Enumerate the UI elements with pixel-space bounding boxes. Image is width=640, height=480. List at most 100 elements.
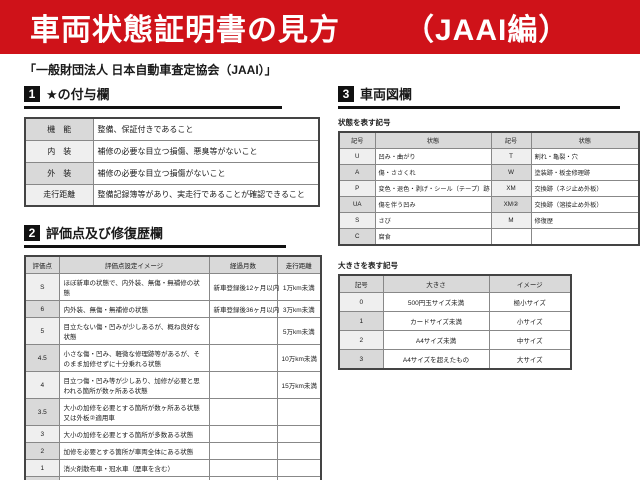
table-cell: A bbox=[338, 164, 376, 181]
table-cell: 大サイズ bbox=[488, 349, 572, 370]
table-cell bbox=[276, 476, 322, 480]
table-row: 内 装補修の必要な目立つ損傷、悪臭等がないこと bbox=[24, 139, 320, 163]
table-cell: 小さな傷・凹み、軽微な修理跡等があるが、そのまま加修せずに十分乗れる状態 bbox=[58, 344, 210, 372]
table-cell: A4サイズを超えたもの bbox=[382, 349, 490, 370]
table-header-row: 記号 状態 記号 状態 bbox=[338, 131, 640, 149]
table-cell: 凹み・曲がり bbox=[374, 148, 492, 165]
table-cell bbox=[276, 442, 322, 460]
table-cell: さび bbox=[374, 212, 492, 229]
table-cell: 整備、保証付きであること bbox=[92, 117, 320, 141]
evaluation-score-table: 評価点 評価点設定イメージ 経過月数 走行距離 S ほぼ新車の状態で、内外装、無傷… bbox=[24, 255, 322, 480]
section-vehicle-diagram: 3 車両図欄 状態を表す記号 記号 状態 記号 状態 U 凹み・曲がり T 割れ・亀裂… bbox=[338, 84, 640, 370]
column-header: イメージ bbox=[488, 274, 572, 293]
table-cell: ほぼ新車の状態で、内外装、無傷・無補修の状態 bbox=[58, 273, 210, 301]
table-cell: 極小サイズ bbox=[488, 292, 572, 312]
column-header: 状態 bbox=[530, 131, 640, 149]
table-cell: 内 装 bbox=[24, 139, 94, 163]
table-row: S ほぼ新車の状態で、内外装、無傷・無補修の状態 新車登録後12ヶ月以内 1万km未満 bbox=[24, 273, 322, 301]
table-row: 5 目立たない傷・凹みが少しあるが、概ね良好な状態 5万km未満 bbox=[24, 317, 322, 345]
table-cell bbox=[490, 228, 532, 246]
table-row: 3 大小の加修を必要とする箇所が多数ある状態 bbox=[24, 425, 322, 443]
condition-symbol-table: 記号 状態 記号 状態 U 凹み・曲がり T 割れ・亀裂・穴 A 傷・ささくれ W 塗装跡・板… bbox=[338, 131, 640, 246]
section-star-title: ★の付与欄 bbox=[46, 87, 110, 102]
table-cell: 加修を必要とする箇所が車両全体にある状態 bbox=[58, 442, 210, 460]
column-header: 評価点設定イメージ bbox=[58, 255, 210, 274]
table-row: 4 目立つ傷・凹み等が少しあり、加修が必要と思われる箇所が数ヶ所ある状態 15万km… bbox=[24, 371, 322, 399]
table-cell: 5 bbox=[24, 317, 60, 345]
table-cell: 新車登録後36ヶ月以内 bbox=[208, 300, 279, 318]
table-cell: 交換跡（溶接止め外板） bbox=[530, 196, 640, 213]
section-vehicle-diagram-title: 車両図欄 bbox=[360, 87, 413, 102]
table-cell bbox=[208, 459, 278, 477]
table-cell: カードサイズ未満 bbox=[382, 311, 490, 331]
column-header: 記号 bbox=[338, 274, 384, 293]
table-row: 1 カードサイズ未満 小サイズ bbox=[338, 311, 572, 331]
table-row: 2 A4サイズ未満 中サイズ bbox=[338, 330, 572, 350]
table-cell bbox=[208, 371, 278, 399]
table-cell: 目立たない傷・凹みが少しあるが、概ね良好な状態 bbox=[58, 317, 210, 345]
table-cell: 傷・ささくれ bbox=[374, 164, 492, 181]
table-cell: R bbox=[24, 476, 60, 480]
column-header: 経過月数 bbox=[208, 255, 278, 274]
section-number-badge: 3 bbox=[338, 85, 354, 102]
table-header-row: 記号 大きさ イメージ bbox=[338, 274, 572, 293]
table-cell: XM bbox=[490, 180, 532, 197]
table-cell: 2 bbox=[24, 442, 60, 460]
table-cell bbox=[208, 442, 278, 460]
table-cell bbox=[276, 425, 322, 443]
size-symbol-table: 記号 大きさ イメージ 0 500円玉サイズ未満 極小サイズ 1 カードサイズ未満 小サイ… bbox=[338, 274, 572, 370]
table-row: 4.5 小さな傷・凹み、軽微な修理跡等があるが、そのまま加修せずに十分乗れる状態 1… bbox=[24, 344, 322, 372]
table-row: P 変色・退色・剥げ・シール（テープ）跡 XM 交換跡（ネジ止め外板） bbox=[338, 180, 640, 197]
table-cell: 500円玉サイズ未満 bbox=[382, 292, 490, 312]
table-cell: 割れ・亀裂・穴 bbox=[530, 148, 640, 165]
table-cell: 修復歴車 bbox=[58, 476, 210, 480]
right-column: 3 車両図欄 状態を表す記号 記号 状態 記号 状態 U 凹み・曲がり T 割れ・亀裂… bbox=[338, 84, 640, 480]
size-symbols-label: 大きさを表す記号 bbox=[338, 261, 398, 270]
table-cell: 目立つ傷・凹み等が少しあり、加修が必要と思われる箇所が数ヶ所ある状態 bbox=[58, 371, 210, 399]
table-cell bbox=[530, 228, 640, 246]
table-cell: 内外装、無傷・無補修の状態 bbox=[58, 300, 210, 318]
table-cell: 3 bbox=[338, 349, 384, 370]
table-header-row: 評価点 評価点設定イメージ 経過月数 走行距離 bbox=[24, 255, 322, 274]
table-cell: A4サイズ未満 bbox=[382, 330, 490, 350]
condition-symbols-label: 状態を表す記号 bbox=[338, 118, 391, 127]
table-cell: 3万km未満 bbox=[276, 300, 322, 318]
table-row: C 腐食 bbox=[338, 228, 640, 246]
table-cell: 中サイズ bbox=[488, 330, 572, 350]
table-cell: 腐食 bbox=[374, 228, 492, 246]
table-cell: 4 bbox=[24, 371, 60, 399]
page-title-edition: （JAAI編） bbox=[404, 14, 570, 47]
table-cell: 補修の必要な目立つ損傷がないこと bbox=[92, 161, 320, 185]
table-cell: 1 bbox=[338, 311, 384, 331]
column-header: 大きさ bbox=[382, 274, 490, 293]
table-cell: 大小の加修を必要とする箇所が多数ある状態 bbox=[58, 425, 210, 443]
table-cell bbox=[208, 317, 278, 345]
table-cell: 修復歴 bbox=[530, 212, 640, 229]
table-cell: S bbox=[24, 273, 60, 301]
section-evaluation-header: 2 評価点及び修復歴欄 bbox=[24, 223, 286, 248]
table-row: 外 装補修の必要な目立つ損傷がないこと bbox=[24, 161, 320, 185]
table-row: A 傷・ささくれ W 塗装跡・板金修理跡 bbox=[338, 164, 640, 181]
table-cell: 5万km未満 bbox=[276, 317, 322, 345]
table-cell: XM② bbox=[490, 196, 532, 213]
table-cell: UA bbox=[338, 196, 376, 213]
table-row: R修復歴車 bbox=[24, 476, 322, 480]
table-cell: C bbox=[338, 228, 376, 246]
column-header: 評価点 bbox=[24, 255, 60, 274]
main-content: 1 ★の付与欄 機 能整備、保証付きであること内 装補修の必要な目立つ損傷、悪臭… bbox=[0, 82, 640, 480]
table-cell bbox=[208, 476, 278, 480]
table-cell: 整備記録簿等があり、実走行であることが確認できること bbox=[92, 183, 320, 207]
table-cell: 6 bbox=[24, 300, 60, 318]
table-cell: 0 bbox=[338, 292, 384, 312]
table-cell: 外 装 bbox=[24, 161, 94, 185]
table-row: 機 能整備、保証付きであること bbox=[24, 117, 320, 141]
table-cell bbox=[276, 398, 322, 426]
section-star: 1 ★の付与欄 機 能整備、保証付きであること内 装補修の必要な目立つ損傷、悪臭… bbox=[24, 84, 322, 207]
section-number-badge: 2 bbox=[24, 224, 40, 241]
table-cell: 変色・退色・剥げ・シール（テープ）跡 bbox=[374, 180, 492, 197]
table-row: 1 消火剤散布車・冠水車（歴車を含む） bbox=[24, 459, 322, 477]
table-cell bbox=[276, 459, 322, 477]
table-cell: 3.5 bbox=[24, 398, 60, 426]
table-cell: M bbox=[490, 212, 532, 229]
section-evaluation: 2 評価点及び修復歴欄 評価点 評価点設定イメージ 経過月数 走行距離 S ほぼ新… bbox=[24, 223, 322, 480]
